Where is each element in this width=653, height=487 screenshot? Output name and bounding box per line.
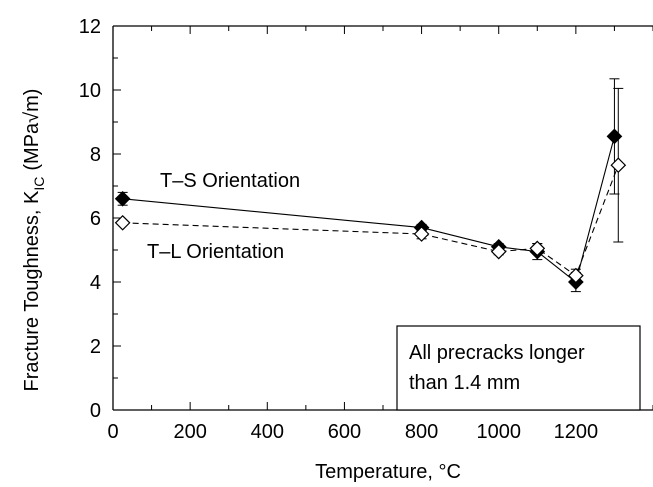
x-tick-label: 600 — [328, 421, 361, 443]
data-point-open-diamond — [529, 240, 546, 257]
y-tick-label: 6 — [90, 208, 101, 230]
x-tick-label: 800 — [405, 421, 438, 443]
y-axis-ticks: 0 2 4 6 8 10 12 — [79, 16, 121, 422]
series-tl-orientation — [114, 87, 627, 284]
data-point-open-diamond — [114, 214, 131, 231]
x-tick-label: 1200 — [554, 421, 599, 443]
precrack-note-line-2: than 1.4 mm — [409, 372, 520, 394]
data-point-open-diamond — [490, 243, 507, 260]
x-tick-label: 1000 — [476, 421, 521, 443]
data-point-open-diamond — [610, 157, 627, 174]
data-point-filled-diamond — [114, 190, 131, 207]
precrack-note-line-1: All precracks longer — [409, 342, 585, 364]
data-point-open-diamond — [568, 267, 584, 284]
x-tick-label: 200 — [173, 421, 206, 443]
x-tick-label: 0 — [107, 421, 118, 443]
y-tick-label: 12 — [79, 16, 101, 38]
y-tick-label: 10 — [79, 80, 101, 102]
annotation-ts-orientation: T–S Orientation — [160, 170, 300, 192]
annotation-tl-orientation: T–L Orientation — [147, 241, 284, 263]
y-axis-title-units: (MPa√m) — [21, 89, 43, 171]
x-axis-ticks: 0 200 400 600 800 1000 1200 — [107, 26, 653, 443]
precrack-note-box: All precracks longer than 1.4 mm — [396, 325, 641, 411]
y-tick-label: 4 — [90, 272, 101, 294]
y-axis-title-main: Fracture Toughness, K — [21, 190, 43, 392]
y-tick-label: 0 — [90, 400, 101, 422]
data-point-open-diamond — [413, 226, 430, 242]
y-tick-label: 8 — [90, 144, 101, 166]
data-point-filled-diamond — [606, 128, 623, 145]
y-axis-title: Fracture Toughness, KIC (MPa√m) — [21, 89, 47, 392]
y-tick-label: 2 — [90, 336, 101, 358]
y-axis-title-subscript: IC — [31, 177, 47, 191]
precrack-note-frame — [396, 325, 641, 411]
series-line — [122, 165, 619, 277]
x-tick-label: 400 — [251, 421, 284, 443]
x-axis-title: Temperature, °C — [315, 461, 461, 483]
